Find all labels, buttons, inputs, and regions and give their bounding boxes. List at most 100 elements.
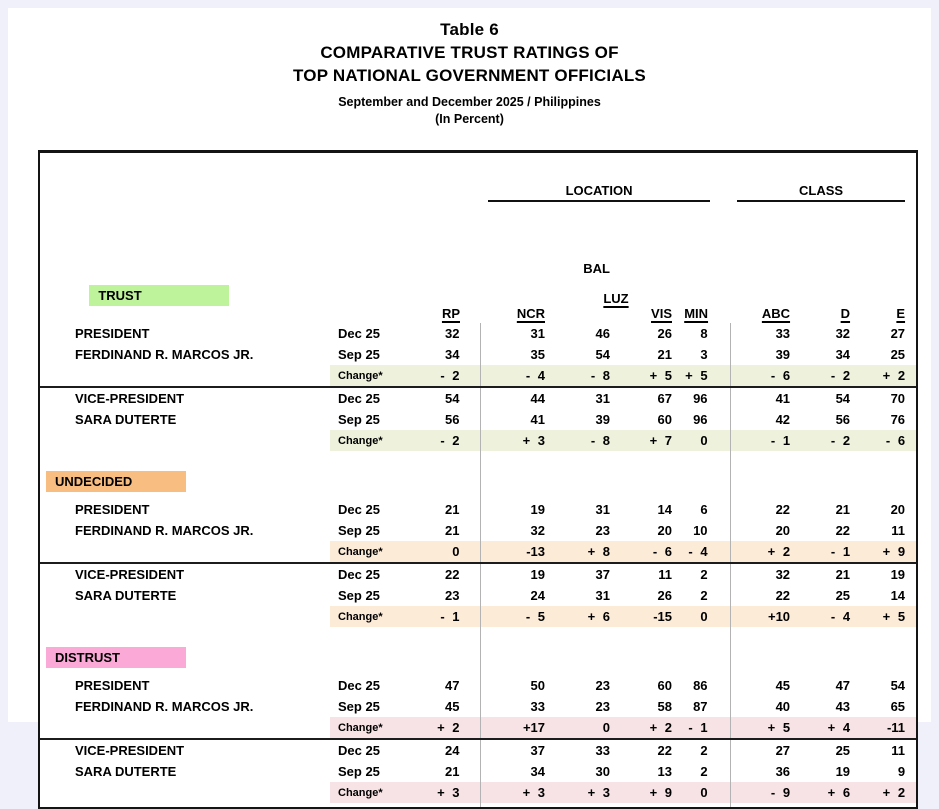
official-name: FERDINAND R. MARCOS JR. [40, 520, 330, 541]
change-value-cell: + 6 [560, 606, 622, 627]
period-cell: Sep 25 [330, 696, 430, 717]
period-cell: Sep 25 [330, 585, 430, 606]
change-row-label-spacer [40, 606, 330, 627]
ratings-table: LOCATION CLASS TRUST RP NCR BAL LUZ [38, 150, 918, 809]
value-cell: 58 [622, 696, 684, 717]
data-table: LOCATION CLASS TRUST RP NCR BAL LUZ [40, 153, 916, 807]
change-value-cell: - 6 [862, 430, 916, 451]
location-group-cell: LOCATION [480, 153, 730, 232]
change-row: Change*0-13+ 8- 6- 4+ 2- 1+ 9 [40, 541, 916, 563]
official-name: FERDINAND R. MARCOS JR. [40, 696, 330, 717]
change-value-cell: - 4 [684, 541, 730, 563]
value-cell: 22 [730, 499, 805, 520]
column-header-bal: BAL [560, 262, 610, 276]
value-cell: 2 [684, 563, 730, 585]
page: Table 6 COMPARATIVE TRUST RATINGS OF TOP… [8, 8, 931, 722]
spacer-cell [480, 627, 730, 647]
value-cell: 27 [730, 739, 805, 761]
section-label-filler [480, 471, 730, 492]
change-value-cell: + 2 [730, 541, 805, 563]
column-header-cell-abc: ABC [730, 232, 805, 323]
change-value-cell: - 4 [480, 365, 560, 387]
value-cell: 44 [480, 387, 560, 409]
change-value-cell: 0 [560, 717, 622, 739]
value-cell: 10 [684, 520, 730, 541]
period-cell: Dec 25 [330, 675, 430, 696]
value-cell: 13 [622, 761, 684, 782]
change-label: Change* [330, 717, 430, 739]
value-cell: 33 [560, 739, 622, 761]
change-value-cell: -11 [862, 717, 916, 739]
spacer-cell [40, 627, 480, 647]
change-value-cell: + 2 [430, 717, 480, 739]
official-title: PRESIDENT [40, 675, 330, 696]
value-cell: 19 [480, 499, 560, 520]
value-cell: 32 [805, 323, 862, 344]
value-cell: 34 [430, 344, 480, 365]
spacer-cell [480, 668, 730, 675]
column-header-abc: ABC [762, 306, 790, 321]
value-cell: 19 [862, 563, 916, 585]
official-title: VICE-PRESIDENT [40, 563, 330, 585]
column-header-ncr: NCR [517, 306, 545, 321]
change-row-label-spacer [40, 782, 330, 803]
group-header-row: LOCATION CLASS [40, 153, 916, 232]
title-line-1: COMPARATIVE TRUST RATINGS OF [8, 41, 931, 64]
official-name: SARA DUTERTE [40, 409, 330, 430]
value-cell: 39 [560, 409, 622, 430]
column-header-d: D [841, 306, 850, 321]
unit-note: (In Percent) [8, 111, 931, 128]
value-cell: 8 [684, 323, 730, 344]
change-value-cell: + 3 [560, 782, 622, 803]
change-row-label-spacer [40, 430, 330, 451]
value-cell: 60 [622, 409, 684, 430]
value-cell: 21 [430, 761, 480, 782]
subtitle: September and December 2025 / Philippine… [8, 94, 931, 111]
change-value-cell: + 2 [622, 717, 684, 739]
section-label-trust: TRUST [89, 285, 229, 306]
change-value-cell: + 9 [622, 782, 684, 803]
class-group-cell: CLASS [730, 153, 916, 232]
value-cell: 34 [805, 344, 862, 365]
change-value-cell: + 8 [560, 541, 622, 563]
value-cell: 21 [805, 499, 862, 520]
value-cell: 26 [622, 323, 684, 344]
value-cell: 37 [560, 563, 622, 585]
change-value-cell: - 9 [730, 782, 805, 803]
value-cell: 65 [862, 696, 916, 717]
value-cell: 33 [480, 696, 560, 717]
value-cell: 35 [480, 344, 560, 365]
change-value-cell: 0 [684, 430, 730, 451]
change-value-cell: - 4 [805, 606, 862, 627]
value-cell: 19 [480, 563, 560, 585]
change-value-cell: + 3 [480, 782, 560, 803]
value-cell: 32 [730, 563, 805, 585]
spacer-cell [730, 803, 916, 807]
value-cell: 76 [862, 409, 916, 430]
value-cell: 56 [430, 409, 480, 430]
column-header-cell-ncr: NCR [480, 232, 560, 323]
value-cell: 2 [684, 761, 730, 782]
official-title: PRESIDENT [40, 323, 330, 344]
change-value-cell: - 2 [430, 365, 480, 387]
value-cell: 31 [560, 387, 622, 409]
change-row-label-spacer [40, 717, 330, 739]
change-value-cell: 0 [684, 782, 730, 803]
change-row-label-spacer [40, 541, 330, 563]
official-title: VICE-PRESIDENT [40, 739, 330, 761]
value-cell: 3 [684, 344, 730, 365]
change-value-cell: + 5 [684, 365, 730, 387]
value-cell: 21 [622, 344, 684, 365]
change-value-cell: + 9 [862, 541, 916, 563]
period-cell: Dec 25 [330, 387, 430, 409]
value-cell: 21 [430, 499, 480, 520]
value-cell: 14 [862, 585, 916, 606]
change-value-cell: 0 [684, 606, 730, 627]
period-cell: Sep 25 [330, 520, 430, 541]
value-cell: 14 [622, 499, 684, 520]
column-header-cell-rp: RP [430, 232, 480, 323]
